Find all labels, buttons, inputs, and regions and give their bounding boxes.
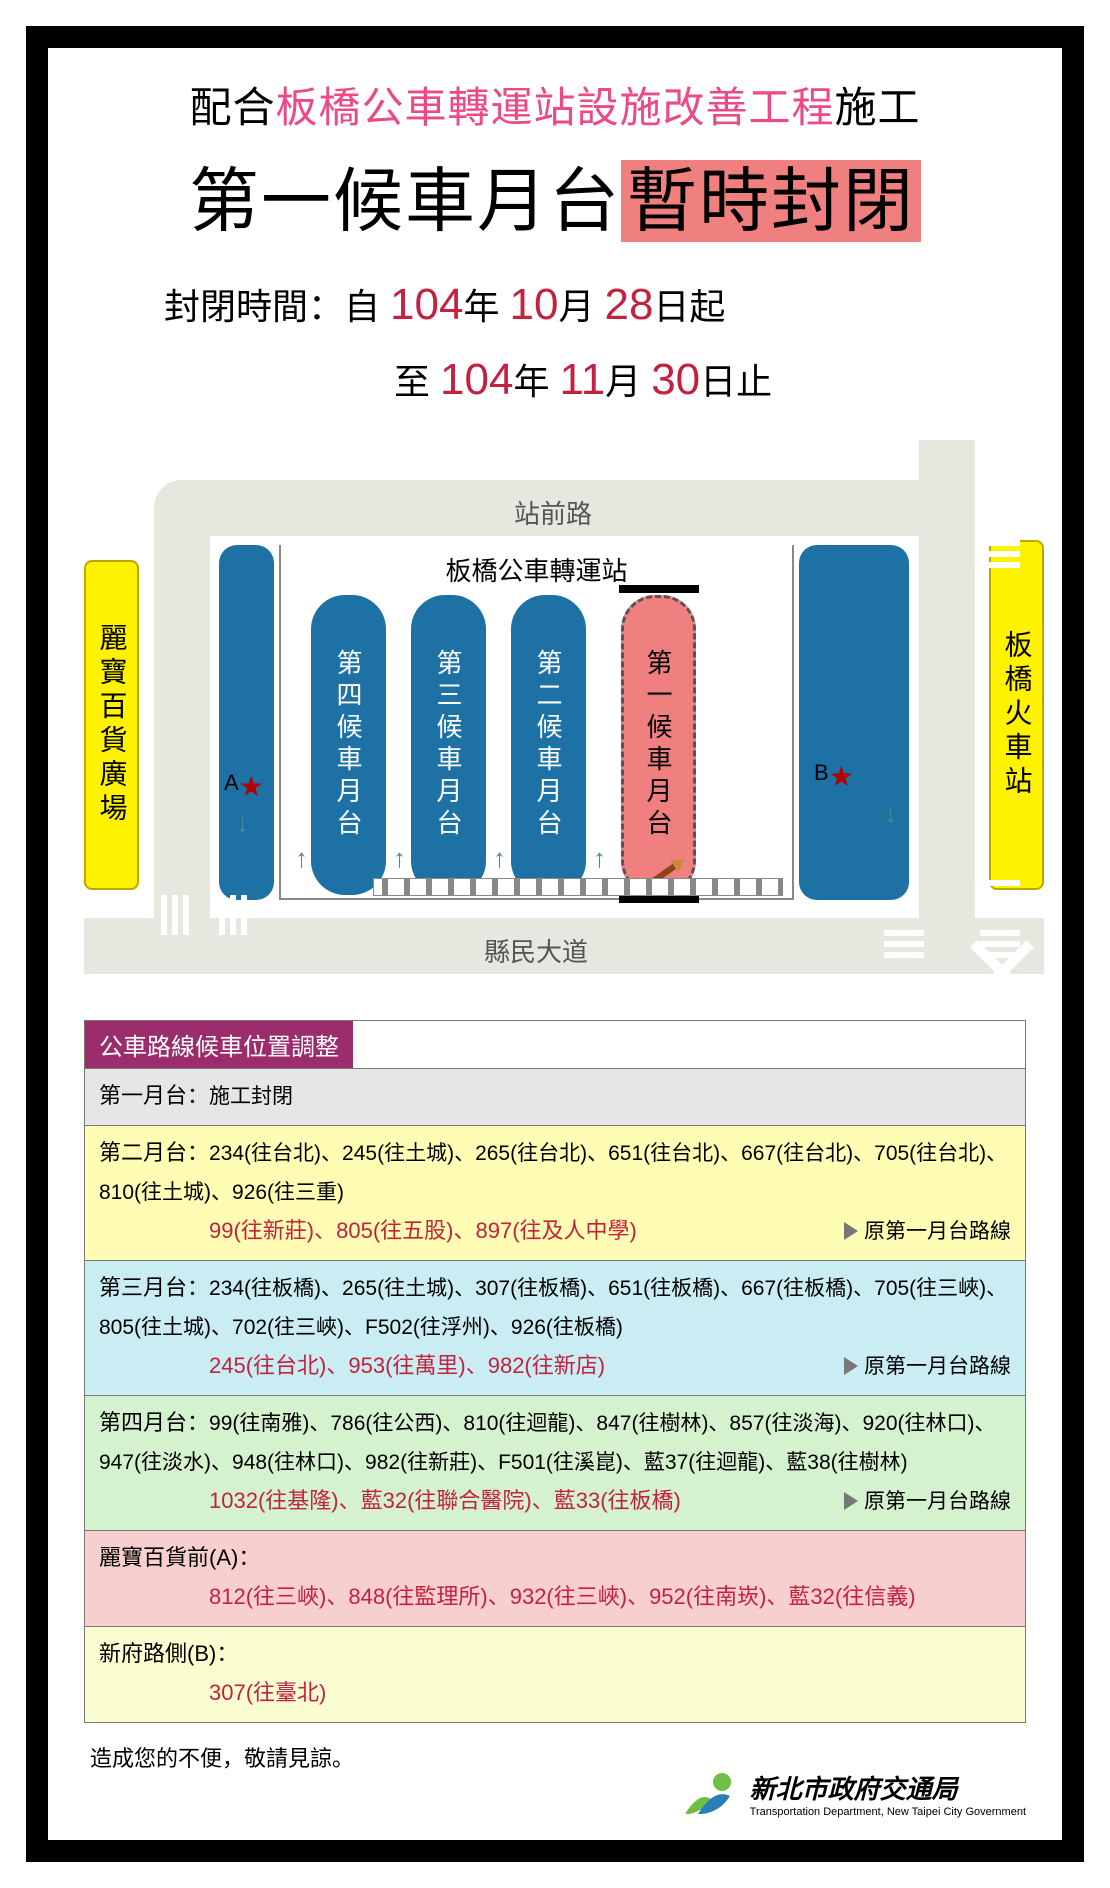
barrier-top [619, 585, 699, 593]
headline-line1: 配合板橋公車轉運站設施改善工程施工 [84, 74, 1026, 135]
platform-3: 第三候車月台 [411, 595, 486, 895]
table-row: 麗寶百貨前(A)：812(往三峽)、848(往監理所)、932(往三峽)、952… [85, 1530, 1025, 1626]
table-row: 第一月台：施工封閉 [85, 1068, 1025, 1126]
side-block-left [219, 545, 274, 900]
arrow-icon: ↓ [236, 808, 249, 839]
platform-2: 第二候車月台 [511, 595, 586, 895]
date-y1: 104 [390, 280, 463, 329]
hl1-prefix: 配合 [189, 84, 275, 131]
date-m2: 11 [559, 355, 605, 404]
station-map: 站前路 縣民大道 新府路 麗寶百貨廣場 板橋火車站 板橋公車轉運站 第四候車月台… [84, 440, 1044, 1000]
platform-4: 第四候車月台 [311, 595, 386, 895]
arrow-icon: ↑ [393, 843, 406, 874]
hl2-b: 暫時封閉 [621, 160, 921, 242]
date-d1: 28 [604, 280, 653, 329]
crosswalk-icon [980, 930, 1020, 958]
hl2-a: 第一候車月台 [189, 162, 621, 240]
date-d2: 30 [651, 355, 700, 404]
crosswalk-hatch [373, 878, 783, 896]
label-road-top: 站前路 [514, 494, 592, 531]
footer: 新北市政府交通局 Transportation Department, New … [84, 1769, 1026, 1818]
crosswalk-icon [161, 895, 189, 935]
hl1-suffix: 施工 [835, 84, 921, 131]
station-area: 板橋公車轉運站 第四候車月台 第三候車月台 第二候車月台 第一候車月台 ↑ ↑ … [279, 545, 794, 900]
agency-logo-icon [680, 1770, 740, 1818]
building-left: 麗寶百貨廣場 [84, 560, 139, 890]
table-row: 第四月台：99(往南雅)、786(往公西)、810(往迴龍)、847(往樹林)、… [85, 1395, 1025, 1530]
arrow-icon: ↑ [593, 843, 606, 874]
station-title: 板橋公車轉運站 [445, 551, 627, 588]
building-right: 板橋火車站 [989, 540, 1044, 890]
date-label: 封閉時間：自 [164, 286, 380, 327]
crosswalk-icon [219, 895, 247, 935]
arrow-icon: ↑ [295, 843, 308, 874]
table-row: 第三月台：234(往板橋)、265(往土城)、307(往板橋)、651(往板橋)… [85, 1260, 1025, 1395]
headline-line2: 第一候車月台暫時封閉 [84, 145, 1026, 246]
marker-b: B★ [814, 760, 854, 793]
agency-name-zh: 新北市政府交通局 [750, 1769, 1026, 1806]
agency-name-en: Transportation Department, New Taipei Ci… [750, 1806, 1026, 1818]
route-table: 公車路線候車位置調整 第一月台：施工封閉第二月台：234(往台北)、245(往土… [84, 1020, 1026, 1724]
marker-a: A★ [224, 770, 264, 803]
side-block-right [799, 545, 909, 900]
table-row: 第二月台：234(往台北)、245(往土城)、265(往台北)、651(往台北)… [85, 1125, 1025, 1260]
arrow-icon: ↓ [884, 798, 897, 829]
crosswalk-icon [980, 540, 1020, 568]
road-right [919, 440, 975, 974]
platform-1-closed: 第一候車月台 [621, 595, 696, 895]
notice-frame: 配合板橋公車轉運站設施改善工程施工 第一候車月台暫時封閉 封閉時間：自 104年… [26, 26, 1084, 1862]
building-right-label: 板橋火車站 [991, 542, 1042, 888]
crosswalk-icon [980, 490, 1020, 518]
label-road-bottom: 縣民大道 [484, 932, 588, 969]
crosswalk-icon [980, 880, 1020, 908]
date-y2: 104 [440, 355, 513, 404]
hl1-project: 板橋公車轉運站設施改善工程 [275, 84, 834, 131]
crosswalk-icon [884, 930, 924, 958]
arrow-icon: ↑ [493, 843, 506, 874]
table-title: 公車路線候車位置調整 [85, 1021, 353, 1068]
closure-dates: 封閉時間：自 104年 10月 28日起 至 104年 11月 30日止 [164, 268, 1026, 418]
table-row: 新府路側(B)：307(往臺北) [85, 1626, 1025, 1722]
building-left-label: 麗寶百貨廣場 [86, 562, 137, 888]
date-m1: 10 [509, 280, 558, 329]
barrier-bottom [619, 895, 699, 903]
